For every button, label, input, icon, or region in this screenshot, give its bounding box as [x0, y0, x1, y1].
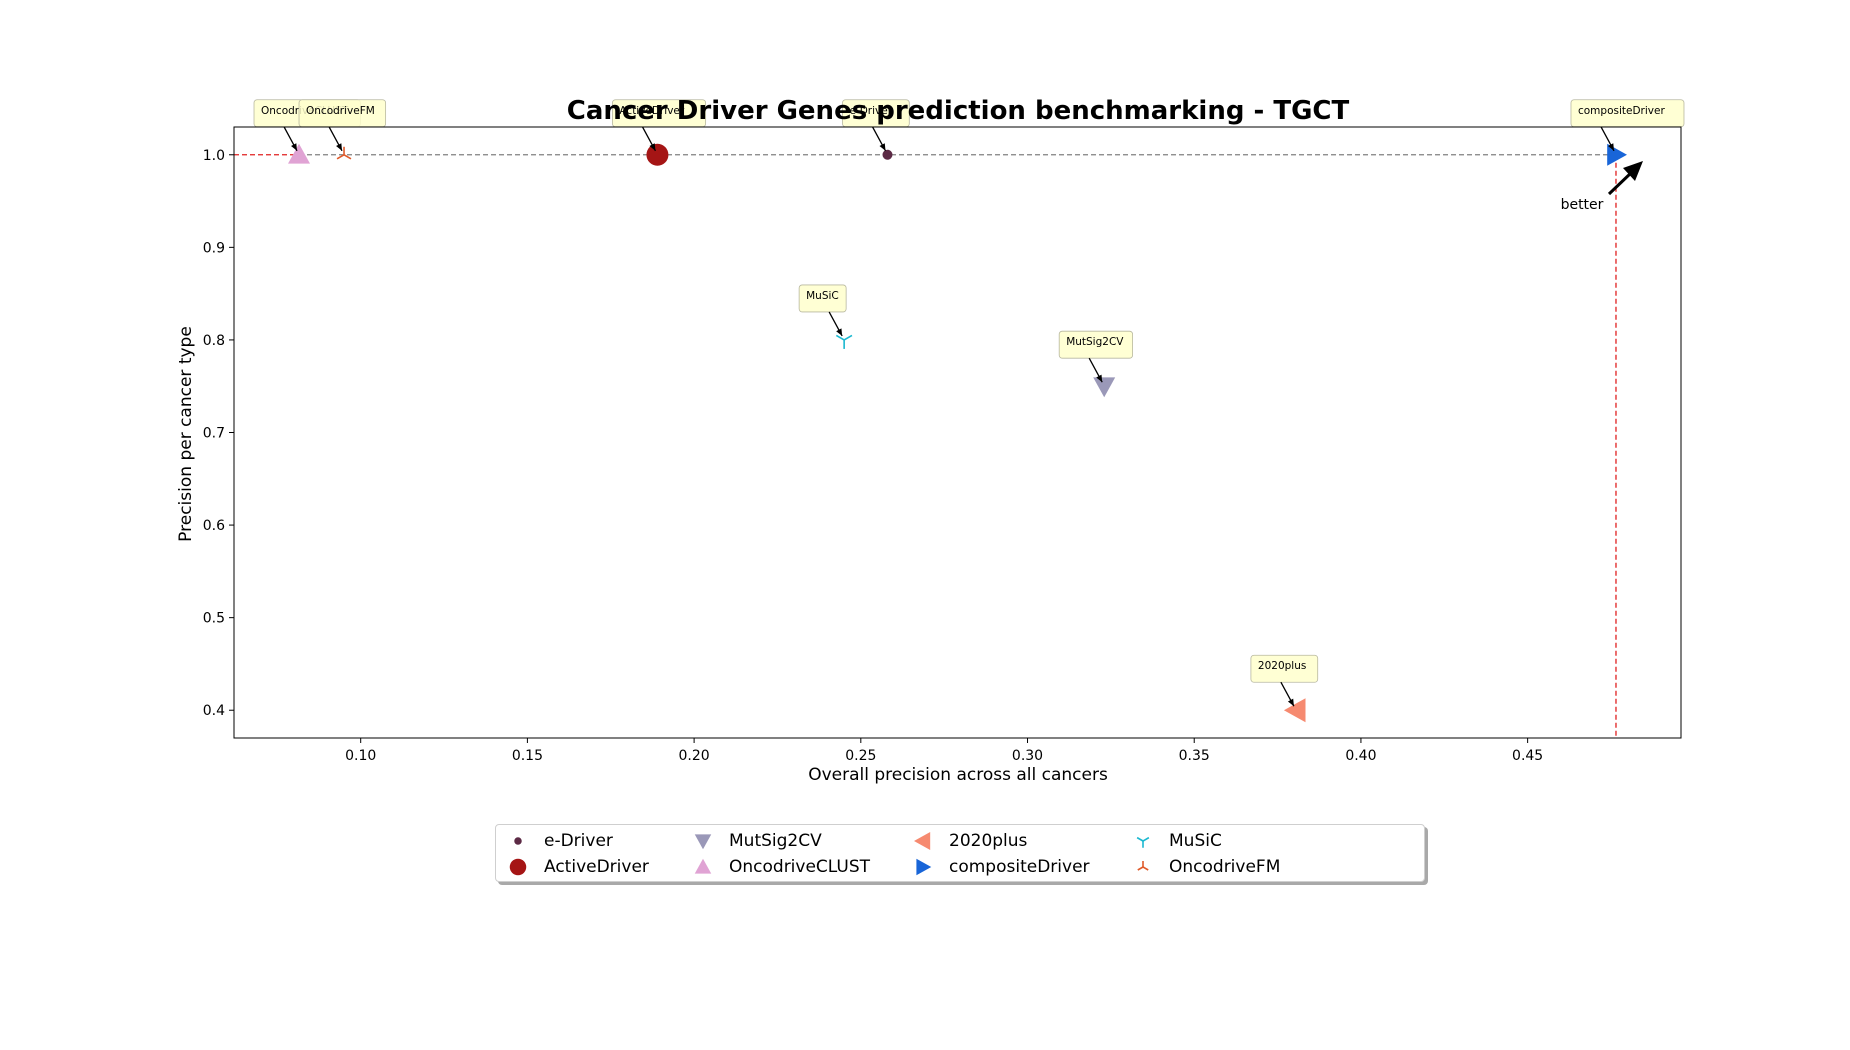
- legend-marker-shape: [509, 858, 527, 876]
- legend-item: MuSiC: [1121, 828, 1222, 854]
- legend-marker-shape: [514, 837, 522, 845]
- annotation-label-oncodrivefm: OncodriveFM: [306, 105, 375, 117]
- annotation-box-2020plus: [1250, 654, 1319, 683]
- legend-item: e-Driver: [496, 828, 613, 854]
- scatter-points: [288, 143, 1627, 723]
- y-tick-label: 0.8: [203, 333, 225, 349]
- annotation-arrowhead-e-driver: [879, 143, 886, 151]
- annotation-label-mutsig2cv: MutSig2CV: [1066, 336, 1124, 348]
- legend-item: MutSig2CV: [681, 828, 822, 854]
- plot-frame: [233, 126, 1682, 739]
- legend-marker: [694, 834, 712, 850]
- point-oncodrivefm-arm: [336, 154, 345, 160]
- legend-label: ActiveDriver: [544, 857, 649, 877]
- point-e-driver: [882, 149, 893, 160]
- legend-label: MutSig2CV: [729, 831, 822, 851]
- legend-marker-shape: [916, 858, 932, 876]
- x-tick-label: 0.25: [845, 748, 876, 764]
- better-indicator: better: [1561, 161, 1643, 213]
- y-tick-label: 0.7: [203, 426, 225, 442]
- x-tick-label: 0.15: [512, 748, 543, 764]
- y-axis-label: Precision per cancer type: [176, 326, 196, 542]
- y-tick-label: 0.5: [203, 611, 225, 627]
- legend-marker-shape: [1136, 836, 1150, 848]
- x-tick-label: 0.30: [1012, 748, 1043, 764]
- legend-marker-shape: [914, 832, 931, 850]
- annotation-label-music: MuSiC: [806, 290, 839, 302]
- x-axis-label: Overall precision across all cancers: [808, 765, 1108, 785]
- legend-item: 2020plus: [901, 828, 1027, 854]
- y-tick-label: 0.4: [203, 703, 225, 719]
- legend-marker: [1136, 836, 1150, 848]
- annotation-label-2020plus: 2020plus: [1258, 660, 1306, 672]
- legend-label: OncodriveCLUST: [729, 857, 871, 877]
- y-tick-label: 0.9: [203, 240, 225, 256]
- annotation-label-e-driver: e-Driver: [849, 105, 892, 117]
- reference-lines: [234, 154, 1617, 738]
- better-label: better: [1561, 197, 1604, 213]
- legend-label: MuSiC: [1169, 831, 1222, 851]
- legend-marker-shape: [694, 834, 712, 850]
- legend-item: OncodriveCLUST: [681, 854, 870, 880]
- point-annotations: e-DriverActiveDriverMutSig2CVOncodriveCL…: [253, 99, 1685, 707]
- point-oncodriveclust: [288, 143, 311, 164]
- annotation-label-compositedriver: compositeDriver: [1578, 105, 1665, 117]
- point-music-arm: [835, 334, 845, 341]
- legend-marker: [694, 858, 712, 874]
- annotation-arrowhead-activedriver: [649, 143, 656, 151]
- legend-marker-shape: [1137, 861, 1149, 871]
- annotation-label-activedriver: ActiveDriver: [619, 105, 684, 117]
- legend-marker-shape-arm: [1137, 866, 1144, 871]
- point-music: [835, 334, 853, 349]
- legend-marker-shape-arm: [1142, 866, 1149, 871]
- point-mutsig2cv: [1093, 377, 1116, 398]
- better-arrow-shaft: [1607, 170, 1634, 196]
- legend-label: compositeDriver: [949, 857, 1090, 877]
- x-tick-label: 0.20: [679, 748, 710, 764]
- point-2020plus: [1283, 698, 1306, 723]
- legend-marker: [509, 858, 527, 876]
- x-tick-label: 0.35: [1179, 748, 1210, 764]
- axis-ticks: 0.10 0.15 0.20 0.25 0.30 0.35 0.40 0.45 0.4 0.5 0.…: [203, 148, 1543, 764]
- chart-title: Cancer Driver Genes prediction benchmark…: [567, 96, 1350, 126]
- y-tick-label: 1.0: [203, 148, 225, 164]
- legend-marker: [916, 858, 932, 876]
- point-music-arm: [843, 334, 853, 341]
- better-arrow-head: [1623, 161, 1643, 181]
- legend-item: compositeDriver: [901, 854, 1090, 880]
- legend-marker: [914, 832, 931, 850]
- legend-item: ActiveDriver: [496, 854, 649, 880]
- annotation-arrowhead-oncodrivefm: [336, 143, 343, 151]
- point-activedriver: [646, 143, 669, 166]
- legend-label: OncodriveFM: [1169, 857, 1281, 877]
- point-oncodrivefm-arm: [343, 154, 352, 160]
- legend-label: 2020plus: [949, 831, 1028, 851]
- annotation-arrowhead-2020plus: [1287, 698, 1294, 707]
- legend-label: e-Driver: [544, 831, 613, 851]
- legend-marker: [514, 837, 522, 845]
- legend-marker-shape-arm: [1142, 836, 1150, 842]
- y-tick-label: 0.6: [203, 518, 225, 534]
- annotation-arrowhead-music: [836, 328, 843, 336]
- point-oncodrivefm: [336, 146, 352, 160]
- x-tick-label: 0.40: [1345, 748, 1376, 764]
- legend-item: OncodriveFM: [1121, 854, 1280, 880]
- legend: e-Driver ActiveDriver MutSig2CV OncodriveCL…: [495, 824, 1425, 882]
- annotation-arrowhead-compositedriver: [1608, 143, 1614, 151]
- annotation-arrowhead-oncodriveclust: [291, 143, 298, 151]
- annotation-box-music: [798, 284, 847, 313]
- annotation-box-mutsig2cv: [1058, 330, 1134, 359]
- legend-marker: [1137, 861, 1149, 871]
- annotation-arrowhead-mutsig2cv: [1096, 374, 1103, 383]
- legend-marker-shape: [694, 858, 712, 874]
- legend-marker-shape-arm: [1136, 836, 1144, 842]
- x-tick-label: 0.10: [345, 748, 376, 764]
- x-tick-label: 0.45: [1512, 748, 1543, 764]
